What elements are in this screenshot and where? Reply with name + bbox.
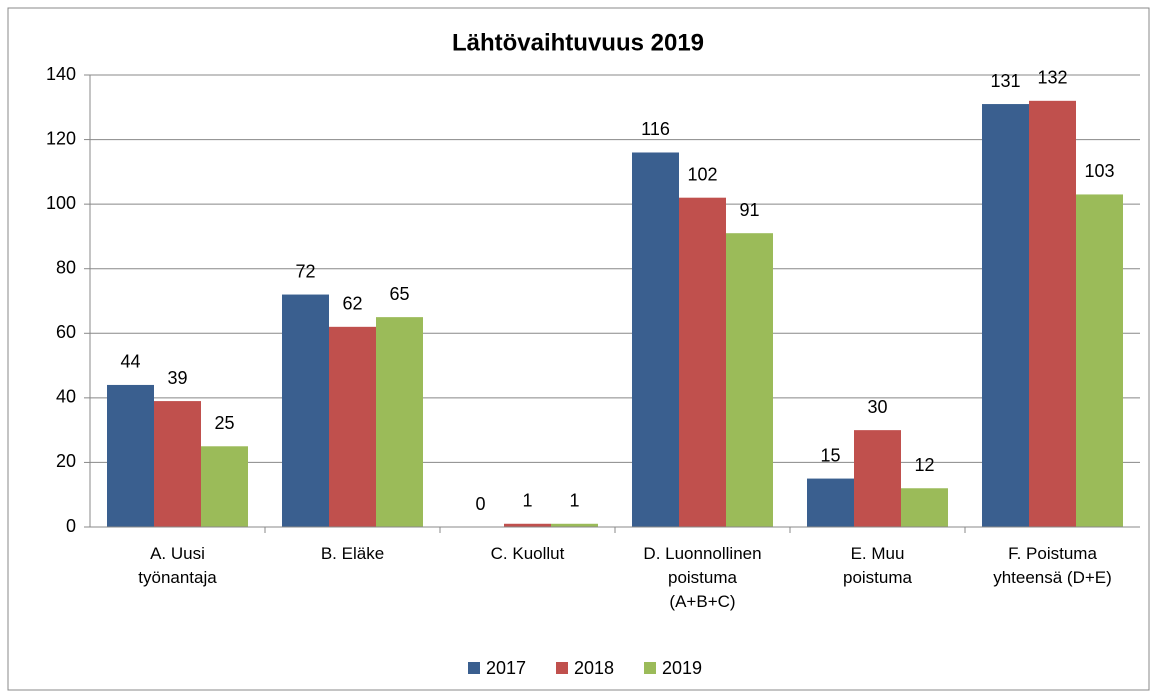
data-label: 131 [990,71,1020,91]
bar [679,197,726,527]
y-tick-label: 0 [66,516,76,536]
y-tick-label: 20 [56,451,76,471]
data-label: 12 [914,455,934,475]
data-label: 1 [569,491,579,511]
data-label: 132 [1037,68,1067,88]
x-tick-label: B. Eläke [320,544,385,563]
bar [504,523,551,527]
x-tick-label: F. Poistuma yhteensä (D+E) [993,544,1112,587]
bar [854,430,901,527]
y-tick-label: 100 [46,193,76,213]
bar [1029,100,1076,527]
data-label: 15 [820,445,840,465]
legend-label: 2018 [574,658,614,678]
x-tick-label: C. Kuollut [490,544,565,563]
bar [632,152,679,527]
legend-label: 2017 [486,658,526,678]
x-tick-label: E. Muu poistuma [843,544,912,587]
bar [329,326,376,527]
data-label: 39 [167,368,187,388]
bar [154,401,201,527]
y-tick-label: 80 [56,257,76,277]
data-label: 65 [389,284,409,304]
y-tick-label: 120 [46,128,76,148]
data-label: 91 [739,200,759,220]
bar [982,104,1029,528]
y-tick-label: 60 [56,322,76,342]
y-tick-label: 40 [56,387,76,407]
y-tick-label: 140 [46,64,76,84]
legend-label: 2019 [662,658,702,678]
chart-title: Lähtövaihtuvuus 2019 [452,29,704,56]
data-label: 25 [214,413,234,433]
legend-swatch [644,662,656,674]
data-label: 116 [641,119,670,139]
data-label: 1 [522,491,532,511]
bar [376,317,423,527]
x-tick-label: A. Uusi työnantaja [138,544,217,587]
bar [901,488,948,527]
data-label: 62 [342,294,362,314]
bar [282,294,329,527]
legend-swatch [468,662,480,674]
data-label: 102 [687,164,717,184]
bar [726,233,773,527]
chart-border [7,7,1150,691]
data-label: 72 [295,261,315,281]
x-tick-label: D. Luonnollinen poistuma (A+B+C) [643,544,762,611]
bar [807,478,854,527]
bar [1076,194,1123,527]
data-label: 44 [120,352,140,372]
data-label: 30 [867,397,887,417]
bar [201,446,248,527]
data-label: 103 [1084,161,1114,181]
bar [551,523,598,527]
data-label: 0 [475,494,485,514]
legend-swatch [556,662,568,674]
bar [107,384,154,527]
